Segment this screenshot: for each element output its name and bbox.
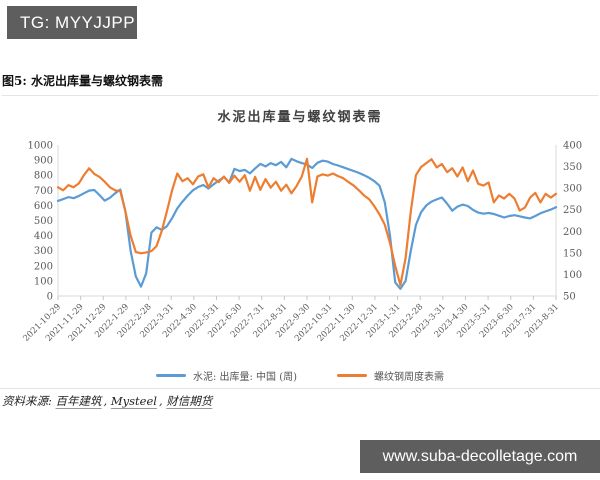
figure-caption: 图5: 水泥出库量与螺纹钢表需 <box>2 72 598 96</box>
tg-badge: TG: MYYJJPP <box>7 6 137 39</box>
left-axis-tick-label: 800 <box>34 171 53 182</box>
right-axis-tick-label: 400 <box>563 141 582 152</box>
source-separator: , <box>158 394 163 408</box>
right-axis-tick-label: 250 <box>563 205 582 216</box>
legend-item-rebar: 螺纹钢周度表需 <box>337 368 444 383</box>
left-axis-tick-label: 1000 <box>28 141 53 152</box>
website-badge: www.suba-decolletage.com <box>360 440 600 473</box>
legend-item-cement: 水泥: 出库量: 中国 (周) <box>155 368 298 383</box>
legend-label-cement: 水泥: 出库量: 中国 (周) <box>192 372 298 383</box>
right-axis-tick-label: 350 <box>563 162 582 173</box>
series-line-0 <box>56 157 558 290</box>
right-axis-tick-label: 300 <box>563 184 582 195</box>
right-axis-tick-label: 150 <box>563 248 582 259</box>
left-axis-tick-label: 600 <box>34 201 53 212</box>
chart-title: 水泥出库量与螺纹钢表需 <box>217 110 383 125</box>
rebar-line-swatch <box>337 373 368 378</box>
source-item-mysteel: Mysteel <box>110 394 157 408</box>
right-axis-tick-label: 50 <box>563 292 576 303</box>
chart-legend: 水泥: 出库量: 中国 (周) 螺纹钢周度表需 <box>0 368 600 383</box>
left-axis-tick-label: 700 <box>34 186 53 197</box>
cement-line-swatch <box>155 373 186 378</box>
left-axis-tick-label: 0 <box>47 292 53 303</box>
source-item-bainianjianzhu: 百年建筑 <box>55 394 102 408</box>
series-line-1 <box>56 157 558 287</box>
footer-divider <box>0 388 600 389</box>
source-item-caixinqihuo: 财信期货 <box>166 394 213 408</box>
legend-label-rebar: 螺纹钢周度表需 <box>374 372 445 383</box>
right-axis-tick-label: 200 <box>563 227 582 238</box>
source-separator: , <box>103 394 108 408</box>
left-axis-tick-label: 300 <box>34 246 53 257</box>
right-axis-tick-label: 100 <box>563 270 582 281</box>
left-axis-tick-label: 900 <box>34 156 53 167</box>
source-note: 资料来源: 百年建筑, Mysteel, 财信期货 <box>2 393 598 409</box>
left-axis-tick-label: 400 <box>34 231 53 242</box>
left-axis-tick-label: 500 <box>34 216 53 227</box>
chart-svg: 0 100 200 300 400 500 600 700 800 900 1000 50 100 150… <box>21 141 582 344</box>
source-prefix: 资料来源: <box>2 394 52 408</box>
left-axis-tick-label: 100 <box>34 276 53 287</box>
left-axis-tick-label: 200 <box>34 261 53 272</box>
